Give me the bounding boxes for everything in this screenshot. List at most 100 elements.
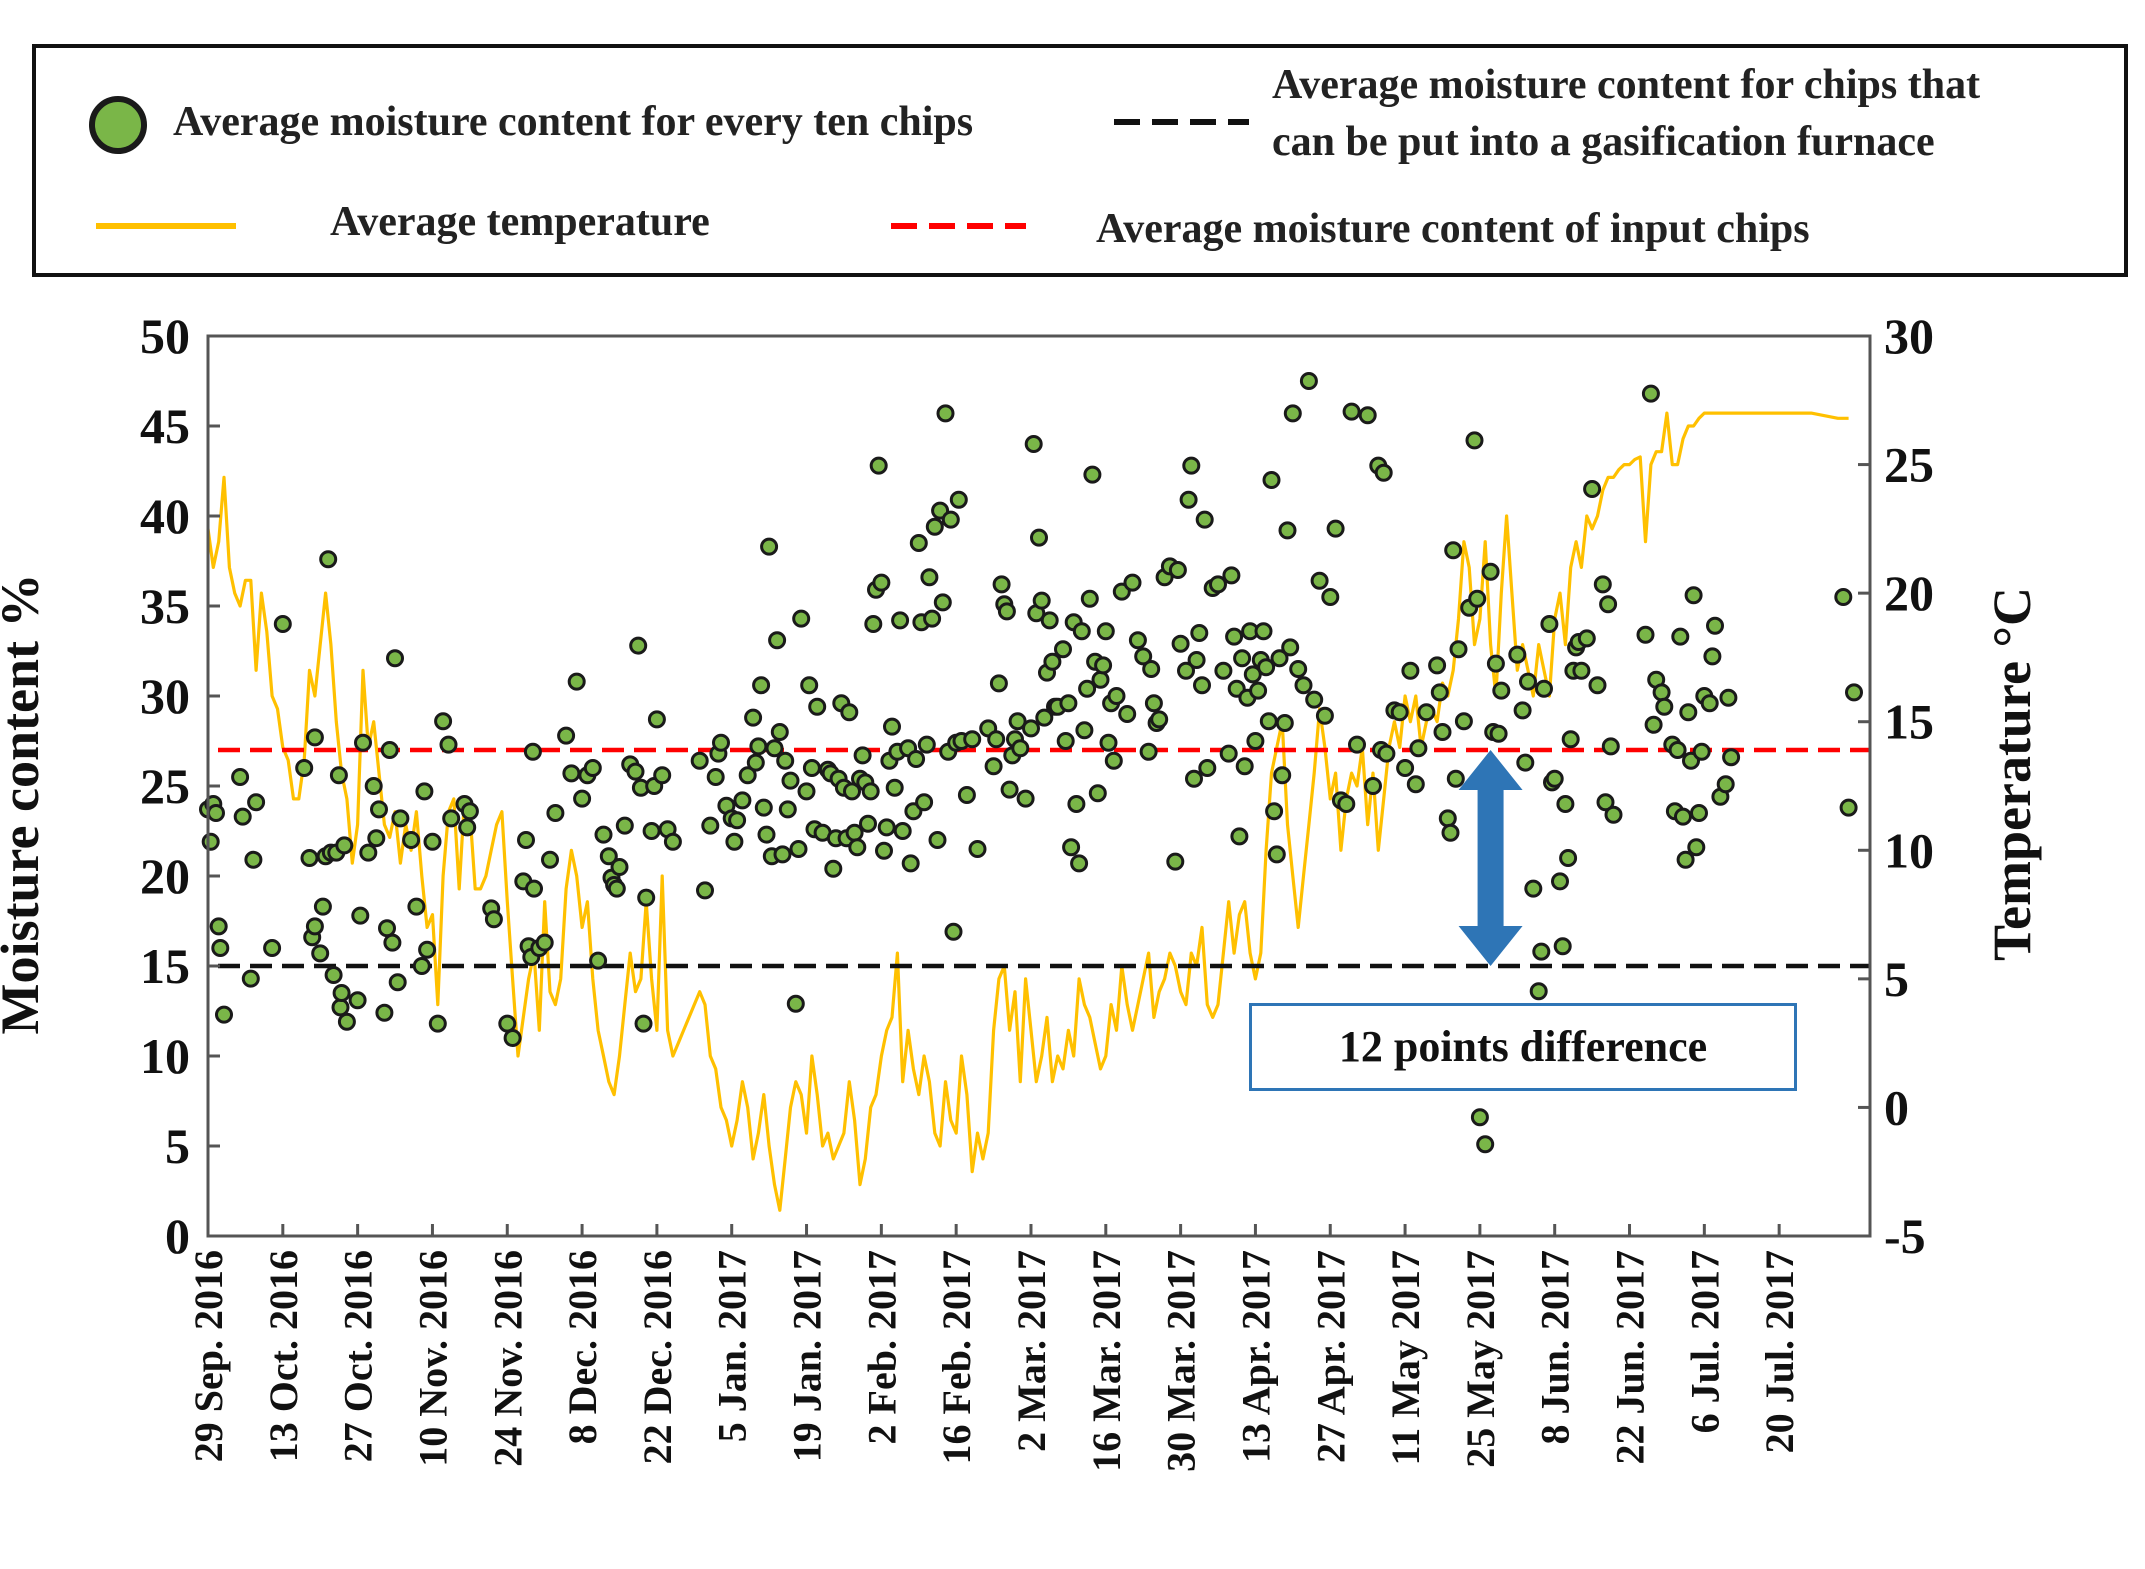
moisture-point bbox=[1139, 742, 1158, 761]
moisture-point bbox=[1596, 793, 1615, 812]
moisture-point bbox=[503, 1029, 522, 1047]
x-tick-label: 8 Jun. 2017 bbox=[1533, 1250, 1578, 1445]
moisture-point bbox=[968, 840, 987, 858]
moisture-point bbox=[402, 831, 421, 849]
moisture-point bbox=[458, 818, 477, 837]
moisture-point bbox=[388, 973, 407, 992]
moisture-point bbox=[311, 944, 330, 963]
moisture-point bbox=[1030, 528, 1048, 547]
moisture-point bbox=[637, 888, 656, 907]
moisture-point bbox=[305, 728, 324, 747]
moisture-point bbox=[1230, 827, 1249, 846]
moisture-point bbox=[263, 939, 282, 957]
moisture-point bbox=[733, 791, 752, 810]
moisture-point bbox=[869, 456, 888, 475]
moisture-point bbox=[1032, 591, 1051, 610]
x-tick-label: 11 May 2017 bbox=[1383, 1250, 1428, 1466]
moisture-point bbox=[984, 757, 1003, 776]
moisture-point bbox=[663, 832, 682, 851]
moisture-point bbox=[1233, 649, 1252, 668]
moisture-point bbox=[391, 809, 410, 828]
y-tick-label: 10 bbox=[140, 1028, 190, 1084]
moisture-point bbox=[765, 739, 784, 758]
moisture-point bbox=[1123, 573, 1142, 592]
moisture-point bbox=[1470, 1108, 1489, 1127]
moisture-point bbox=[1476, 1135, 1495, 1154]
moisture-point bbox=[1278, 521, 1297, 540]
moisture-point bbox=[987, 730, 1006, 749]
moisture-point bbox=[380, 741, 399, 759]
moisture-point bbox=[615, 816, 634, 835]
y-tick-label: 25 bbox=[140, 758, 190, 814]
moisture-point bbox=[725, 832, 744, 851]
moisture-point bbox=[626, 762, 645, 781]
moisture-point bbox=[378, 919, 396, 938]
moisture-point bbox=[1246, 732, 1265, 750]
moisture-point bbox=[957, 786, 976, 804]
moisture-point bbox=[1040, 611, 1059, 630]
moisture-point bbox=[1262, 471, 1281, 489]
moisture-point bbox=[1834, 588, 1853, 606]
moisture-point bbox=[760, 537, 779, 556]
moisture-point bbox=[1094, 656, 1113, 675]
moisture-point bbox=[1249, 681, 1268, 700]
x-tick-label: 22 Dec. 2016 bbox=[635, 1250, 680, 1464]
legend-label-dots: Average moisture content for every ten c… bbox=[173, 99, 974, 145]
moisture-point bbox=[1441, 823, 1460, 842]
moisture-point bbox=[1583, 480, 1602, 498]
moisture-point bbox=[1690, 804, 1708, 822]
moisture-point bbox=[241, 969, 260, 988]
moisture-point bbox=[434, 712, 453, 731]
moisture-point bbox=[923, 609, 942, 628]
moisture-point bbox=[1433, 723, 1452, 741]
moisture-point bbox=[1275, 714, 1294, 732]
moisture-point bbox=[1652, 683, 1671, 702]
moisture-point bbox=[1321, 588, 1340, 606]
moisture-point bbox=[1225, 627, 1244, 646]
moisture-point bbox=[1022, 719, 1040, 738]
moisture-point bbox=[273, 615, 292, 633]
moisture-point bbox=[1198, 759, 1217, 777]
moisture-point bbox=[1099, 733, 1118, 752]
moisture-point bbox=[484, 910, 503, 929]
moisture-point bbox=[690, 751, 709, 770]
difference-double-arrow bbox=[1458, 750, 1523, 966]
moisture-point bbox=[752, 676, 771, 695]
moisture-point bbox=[1059, 694, 1078, 713]
moisture-point bbox=[701, 816, 720, 835]
moisture-point bbox=[1177, 661, 1195, 680]
moisture-point bbox=[1062, 838, 1081, 857]
y2-tick-label: 15 bbox=[1884, 694, 1934, 750]
moisture-point bbox=[917, 735, 936, 754]
x-tick-label: 2 Feb. 2017 bbox=[859, 1250, 904, 1444]
moisture-point bbox=[541, 850, 559, 869]
x-tick-label: 16 Feb. 2017 bbox=[934, 1250, 979, 1464]
moisture-point bbox=[915, 793, 934, 812]
moisture-point bbox=[746, 753, 765, 772]
moisture-point bbox=[1839, 798, 1858, 817]
moisture-point bbox=[351, 906, 370, 925]
moisture-point bbox=[1532, 942, 1551, 961]
moisture-point bbox=[1674, 807, 1692, 826]
moisture-point bbox=[875, 841, 893, 860]
moisture-point bbox=[909, 534, 928, 552]
moisture-point bbox=[1449, 640, 1468, 659]
moisture-point bbox=[1179, 490, 1198, 509]
moisture-point bbox=[215, 1005, 233, 1024]
legend-label-red: Average moisture content of input chips bbox=[1096, 206, 1810, 252]
moisture-point bbox=[861, 782, 880, 801]
moisture-point bbox=[1000, 780, 1019, 799]
moisture-point bbox=[1535, 679, 1553, 698]
moisture-point bbox=[1289, 660, 1308, 678]
moisture-point bbox=[295, 759, 314, 777]
moisture-point bbox=[209, 917, 228, 936]
moisture-point bbox=[797, 782, 816, 801]
moisture-point bbox=[1016, 789, 1035, 808]
moisture-point bbox=[653, 766, 672, 785]
moisture-point bbox=[1454, 712, 1473, 731]
moisture-point bbox=[1259, 712, 1278, 731]
moisture-point bbox=[1134, 647, 1153, 666]
moisture-point bbox=[706, 768, 725, 786]
moisture-point bbox=[1703, 647, 1722, 666]
